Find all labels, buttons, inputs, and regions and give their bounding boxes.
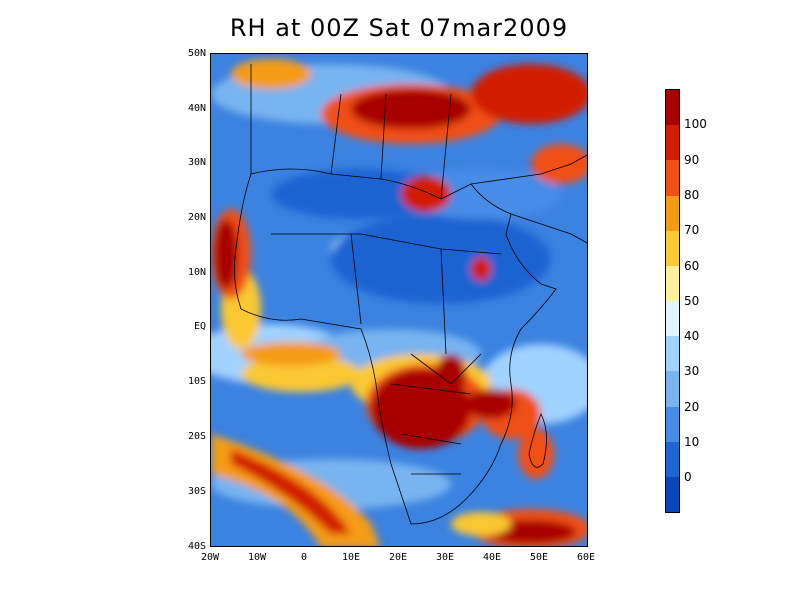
colorbar-label-10: 10	[684, 435, 700, 449]
lat-label-30s: 30S	[187, 486, 206, 497]
colorbar-label-0: 0	[684, 470, 692, 484]
lat-label-10n: 10N	[187, 267, 206, 278]
map-title: RH at 00Z Sat 07mar2009	[229, 14, 569, 42]
colorbar-label-30: 30	[684, 364, 700, 378]
lon-label-10e: 10E	[341, 552, 361, 563]
lon-label-20w: 20W	[200, 552, 220, 563]
colorbar-segment	[666, 125, 679, 161]
lon-label-50e: 50E	[529, 552, 549, 563]
colorbar-label-40: 40	[684, 329, 700, 343]
colorbar-segment	[666, 230, 679, 267]
rh-map	[210, 53, 588, 547]
lon-label-40e: 40E	[482, 552, 502, 563]
colorbar-segment	[666, 195, 679, 232]
colorbar-label-90: 90	[684, 153, 700, 167]
rh-contour-field	[211, 59, 587, 546]
lat-label-40n: 40N	[187, 103, 206, 114]
lon-label-10w: 10W	[247, 552, 267, 563]
lat-label-eq: EQ	[193, 321, 206, 332]
lon-label-0: 0	[300, 552, 308, 563]
colorbar-label-100: 100	[684, 117, 707, 131]
colorbar-segment	[666, 336, 679, 372]
lat-label-20s: 20S	[187, 431, 206, 442]
colorbar-segment	[666, 441, 679, 478]
colorbar-segment	[666, 476, 679, 513]
lon-label-60e: 60E	[576, 552, 596, 563]
lon-label-30e: 30E	[435, 552, 455, 563]
lat-label-20n: 20N	[187, 212, 206, 223]
colorbar-segment	[666, 406, 679, 443]
lat-label-50n: 50N	[187, 48, 206, 59]
lat-label-10s: 10S	[187, 376, 206, 387]
country-borders	[233, 64, 587, 525]
colorbar-segment	[666, 265, 679, 302]
colorbar-label-50: 50	[684, 294, 700, 308]
colorbar-segment	[666, 301, 679, 337]
colorbar-label-80: 80	[684, 188, 700, 202]
colorbar-segment	[666, 160, 679, 196]
colorbar-segment	[666, 90, 679, 126]
lat-label-30n: 30N	[187, 157, 206, 168]
lat-label-40s: 40S	[187, 541, 206, 552]
rh-field-svg	[211, 54, 587, 546]
lon-label-20e: 20E	[388, 552, 408, 563]
colorbar-label-70: 70	[684, 223, 700, 237]
rh-colorbar	[665, 89, 680, 513]
colorbar-label-60: 60	[684, 259, 700, 273]
colorbar-label-20: 20	[684, 400, 700, 414]
colorbar-segment	[666, 371, 679, 407]
